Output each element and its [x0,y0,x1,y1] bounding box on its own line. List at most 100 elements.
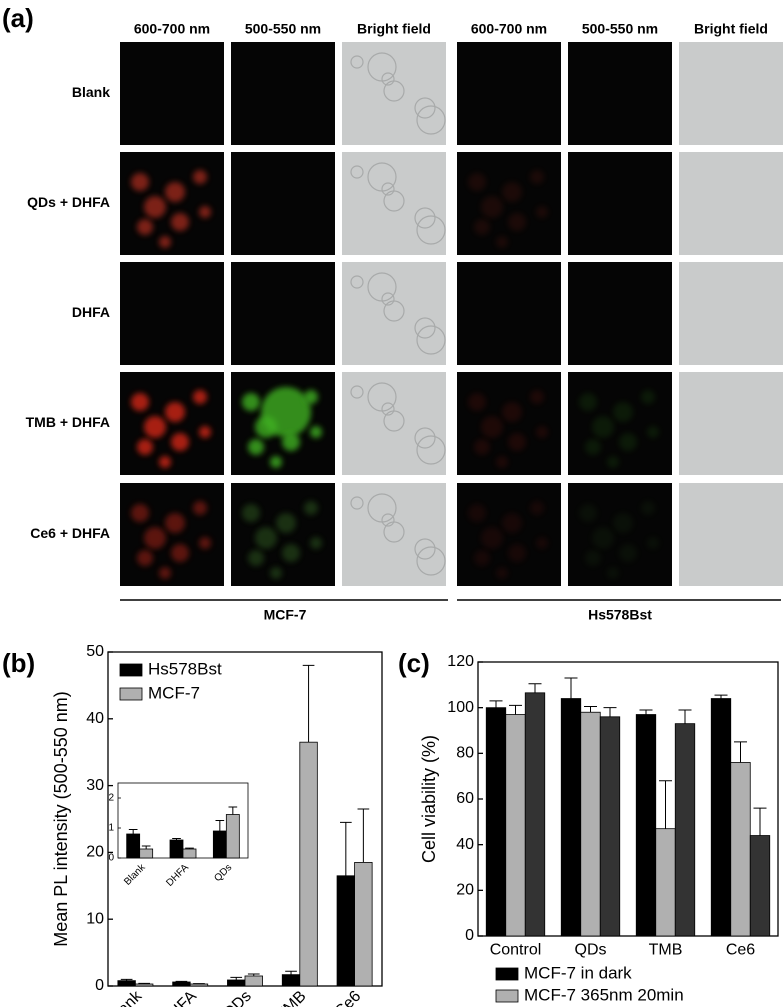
fluorescence-image [568,42,672,145]
bright-field-image [679,42,783,145]
fluorescent-cell [171,213,189,231]
row-label: TMB + DHFA [26,414,110,430]
legend-label: Hs578Bst [148,659,222,678]
error-bar [357,808,370,863]
cell-outline [381,292,395,306]
fluorescence-image [231,152,335,255]
y-tick-label: 0 [108,853,114,864]
x-tick-label: Blank [105,987,146,1007]
bright-field-image [679,152,783,255]
fluorescence-image [120,42,224,145]
error-bar [584,706,597,713]
fluorescent-cell [585,550,601,566]
fluorescence-image [120,372,224,475]
cell-outline [367,52,397,82]
bar [655,828,676,937]
bar [182,848,197,859]
error-bar [678,709,692,724]
x-tick-label: QDs [575,942,607,959]
fluorescent-cell [579,393,597,411]
fluorescence-image [457,483,561,586]
bar [560,698,582,937]
x-tick-label: DHFA [164,862,191,889]
bar [244,975,263,987]
fluorescent-cell [508,433,526,451]
y-tick-label: 0 [95,977,104,994]
fluorescent-cell [165,182,185,202]
row-label: Blank [72,84,110,100]
y-tick-label: 20 [86,844,104,861]
fluorescent-cell [508,213,526,231]
bright-field-image [342,483,446,586]
x-tick-label: QDs [212,862,234,884]
error-bar [528,683,542,693]
fluorescent-cell [502,513,522,533]
error-bar [659,780,672,829]
fluorescent-cell [242,393,260,411]
fluorescence-image [231,483,335,586]
error-bar [302,664,315,743]
fluorescence-image [457,262,561,365]
fluorescence-image [568,152,672,255]
fluorescent-cell [270,567,282,579]
cell-outline [350,385,364,399]
fluorescence-image [457,152,561,255]
fluorescence-image [120,483,224,586]
x-tick-label: TMB [649,942,683,959]
fluorescence-image [120,152,224,255]
fluorescent-cell [641,501,655,515]
fluorescence-image [120,262,224,365]
error-bar [185,847,194,849]
fluorescent-cell [619,544,637,562]
error-bar [230,976,243,980]
fluorescent-cell [474,439,490,455]
fluorescent-cell [159,567,171,579]
fluorescent-cell [502,182,522,202]
bar [580,711,601,937]
y-tick-label: 60 [456,790,474,807]
fluorescent-cell [530,390,544,404]
fluorescent-cell [496,456,508,468]
fluorescent-cell [508,544,526,562]
y-tick-label: 2 [108,793,114,804]
y-tick-label: 100 [447,699,474,716]
fluorescent-cell [536,206,548,218]
error-bar [228,806,238,815]
bright-field-image [679,372,783,475]
fluorescent-cell [304,390,318,404]
bar [139,848,154,859]
fluorescent-cell [137,439,153,455]
bar [227,979,246,987]
row-label: Ce6 + DHFA [30,525,110,541]
cell-outline [416,105,446,135]
fluorescent-cell [199,537,211,549]
bright-field-image [342,42,446,145]
legend-swatch [495,989,519,1003]
cell-outline [350,165,364,179]
cell-outline [381,182,395,196]
fluorescent-cell [585,439,601,455]
fluorescent-cell [481,416,503,438]
bar [225,814,240,859]
fluorescence-image [568,483,672,586]
cell-outline [414,538,436,560]
bar [599,716,621,937]
y-tick-label: 40 [86,710,104,727]
cell-outline [381,402,395,416]
cell-outline [367,382,397,412]
bright-field-image [342,262,446,365]
bar [189,983,209,987]
bar [635,714,657,937]
bar [212,830,227,859]
x-tick-label: Ce6 [726,942,755,959]
y-tick-label: 40 [456,836,474,853]
fluorescent-cell [282,544,300,562]
error-bar [734,741,747,763]
fluorescent-cell [261,387,311,437]
fluorescent-cell [144,416,166,438]
fluorescent-cell [502,402,522,422]
fluorescent-cell [496,236,508,248]
cell-outline [381,72,395,86]
error-bar [285,970,297,975]
